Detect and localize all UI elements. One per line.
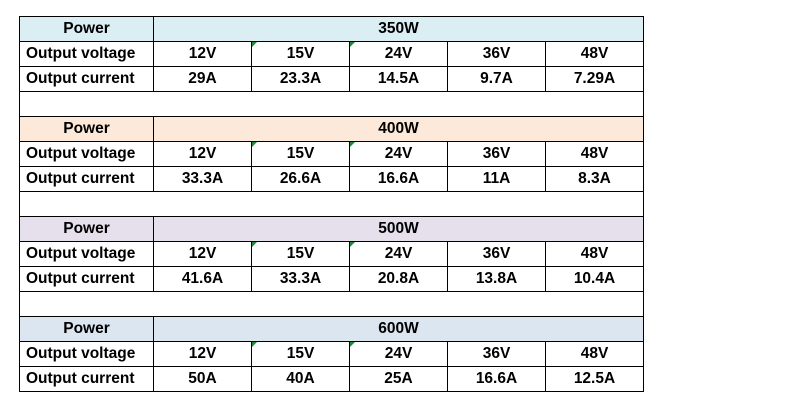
power-row: Power 400W [19, 116, 645, 142]
voltage-cell[interactable]: 48V [544, 241, 645, 267]
current-cell[interactable]: 26.6A [251, 166, 350, 192]
voltage-cell[interactable]: 24V [349, 141, 448, 167]
current-cell[interactable]: 14.5A [349, 66, 448, 92]
voltage-cell[interactable]: 12V [153, 341, 252, 367]
output-current-row: Output current 50A 40A 25A 16.6A 12.5A [19, 366, 645, 392]
power-row: Power 350W [19, 16, 645, 42]
power-row: Power 500W [19, 216, 645, 242]
empty-merged-cell[interactable] [18, 291, 645, 317]
power-spec-table-body: Power 350W Output voltage 12V 15V 24V 36V 48V Ou… [18, 16, 645, 392]
current-cell[interactable]: 40A [251, 366, 350, 392]
voltage-cell[interactable]: 24V [349, 341, 448, 367]
current-cell[interactable]: 16.6A [447, 366, 546, 392]
current-cell[interactable]: 50A [153, 366, 252, 392]
voltage-cell[interactable]: 15V [251, 141, 350, 167]
voltage-cell[interactable]: 48V [544, 341, 645, 367]
current-cell[interactable]: 8.3A [544, 166, 645, 192]
power-spec-table: Power 350W Output voltage 12V 15V 24V 36V 48V Ou… [18, 16, 645, 392]
current-cell[interactable]: 11A [447, 166, 546, 192]
current-cell[interactable]: 20.8A [349, 266, 448, 292]
current-cell[interactable]: 33.3A [251, 266, 350, 292]
current-cell[interactable]: 10.4A [544, 266, 645, 292]
spacer-row [18, 91, 645, 117]
current-cell[interactable]: 7.29A [544, 66, 645, 92]
current-cell[interactable]: 23.3A [251, 66, 350, 92]
current-cell[interactable]: 9.7A [447, 66, 546, 92]
current-cell[interactable]: 25A [349, 366, 448, 392]
voltage-cell[interactable]: 12V [153, 141, 252, 167]
output-current-label[interactable]: Output current [19, 66, 154, 92]
output-voltage-row: Output voltage 12V 15V 24V 36V 48V [19, 241, 645, 267]
output-voltage-label[interactable]: Output voltage [19, 141, 154, 167]
power-row: Power 600W [19, 316, 645, 342]
output-current-row: Output current 41.6A 33.3A 20.8A 13.8A 10.4A [19, 266, 645, 292]
voltage-cell[interactable]: 24V [349, 241, 448, 267]
voltage-cell[interactable]: 36V [447, 341, 546, 367]
power-label-cell[interactable]: Power [19, 16, 154, 42]
output-current-row: Output current 29A 23.3A 14.5A 9.7A 7.29A [19, 66, 645, 92]
voltage-cell[interactable]: 48V [544, 41, 645, 67]
output-voltage-label[interactable]: Output voltage [19, 241, 154, 267]
output-current-label[interactable]: Output current [19, 166, 154, 192]
power-value-cell[interactable]: 500W [152, 216, 645, 242]
output-current-label[interactable]: Output current [19, 266, 154, 292]
output-voltage-row: Output voltage 12V 15V 24V 36V 48V [19, 141, 645, 167]
voltage-cell[interactable]: 48V [544, 141, 645, 167]
output-voltage-label[interactable]: Output voltage [19, 341, 154, 367]
voltage-cell[interactable]: 36V [447, 241, 546, 267]
voltage-cell[interactable]: 15V [251, 341, 350, 367]
voltage-cell[interactable]: 12V [153, 241, 252, 267]
voltage-cell[interactable]: 15V [251, 41, 350, 67]
spacer-row [18, 291, 645, 317]
current-cell[interactable]: 12.5A [544, 366, 645, 392]
output-voltage-label[interactable]: Output voltage [19, 41, 154, 67]
power-label-cell[interactable]: Power [19, 116, 154, 142]
power-label-cell[interactable]: Power [19, 316, 154, 342]
output-voltage-row: Output voltage 12V 15V 24V 36V 48V [19, 341, 645, 367]
power-value-cell[interactable]: 400W [152, 116, 645, 142]
current-cell[interactable]: 33.3A [153, 166, 252, 192]
voltage-cell[interactable]: 15V [251, 241, 350, 267]
current-cell[interactable]: 29A [153, 66, 252, 92]
voltage-cell[interactable]: 36V [447, 141, 546, 167]
voltage-cell[interactable]: 24V [349, 41, 448, 67]
power-label-cell[interactable]: Power [19, 216, 154, 242]
voltage-cell[interactable]: 12V [153, 41, 252, 67]
empty-merged-cell[interactable] [18, 91, 645, 117]
spec-sheet: Power 350W Output voltage 12V 15V 24V 36V 48V Ou… [18, 16, 645, 392]
empty-merged-cell[interactable] [18, 191, 645, 217]
current-cell[interactable]: 13.8A [447, 266, 546, 292]
voltage-cell[interactable]: 36V [447, 41, 546, 67]
output-current-label[interactable]: Output current [19, 366, 154, 392]
spacer-row [18, 191, 645, 217]
power-value-cell[interactable]: 350W [152, 16, 645, 42]
output-current-row: Output current 33.3A 26.6A 16.6A 11A 8.3A [19, 166, 645, 192]
power-value-cell[interactable]: 600W [152, 316, 645, 342]
output-voltage-row: Output voltage 12V 15V 24V 36V 48V [19, 41, 645, 67]
current-cell[interactable]: 16.6A [349, 166, 448, 192]
current-cell[interactable]: 41.6A [153, 266, 252, 292]
